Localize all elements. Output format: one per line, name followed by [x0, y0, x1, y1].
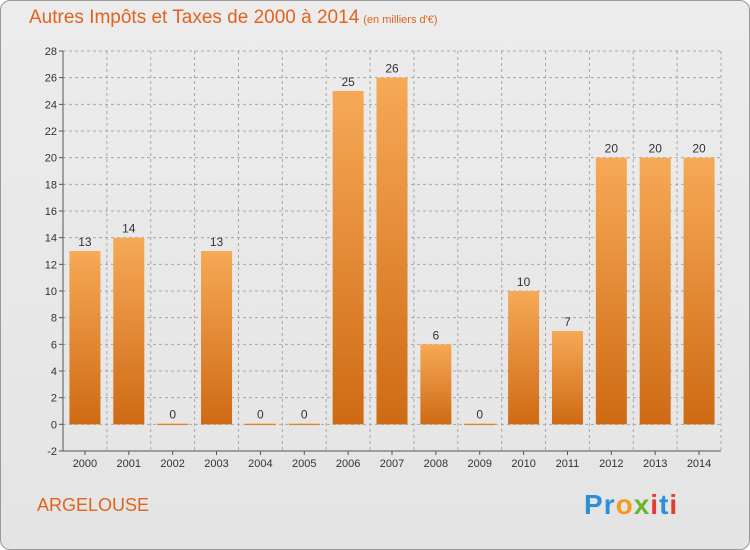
data-label-2014: 20	[692, 142, 706, 156]
commune-name: ARGELOUSE	[37, 495, 150, 515]
logo-letter: P	[584, 489, 604, 520]
x-tick-label: 2014	[687, 458, 711, 470]
x-tick-label: 2000	[73, 458, 97, 470]
y-tick-label: 12	[45, 259, 57, 271]
x-tick-label: 2004	[248, 458, 272, 470]
data-label-2008: 6	[433, 328, 440, 342]
y-tick-label: 20	[45, 153, 57, 165]
y-tick-label: 6	[51, 339, 57, 351]
data-label-2002: 0	[169, 408, 176, 422]
x-tick-label: 2007	[380, 458, 404, 470]
bar-2000	[69, 251, 101, 425]
bar-2013	[639, 157, 671, 425]
bar-2008	[420, 344, 452, 425]
x-tick-label: 2003	[204, 458, 228, 470]
y-tick-label: 10	[45, 286, 57, 298]
y-tick-label: 0	[51, 419, 57, 431]
bar-2011	[551, 331, 583, 425]
logo-letter: o	[615, 489, 634, 520]
bar-2009	[464, 423, 496, 426]
data-label-2006: 25	[341, 75, 355, 89]
data-label-2009: 0	[476, 408, 483, 422]
bar-2003	[201, 251, 233, 425]
x-tick-label: 2002	[160, 458, 184, 470]
bar-2001	[113, 237, 145, 425]
data-label-2012: 20	[605, 142, 619, 156]
x-tick-label: 2005	[292, 458, 316, 470]
axes	[59, 50, 721, 455]
logo-letter: r	[603, 489, 616, 520]
labels: -202468101214161820222426281320001420010…	[45, 46, 712, 470]
x-tick-label: 2008	[424, 458, 448, 470]
logo-letter: i	[650, 489, 660, 520]
y-tick-label: 4	[51, 366, 57, 378]
bar-2002	[157, 423, 189, 426]
bar-2006	[332, 91, 364, 425]
chart-title: Autres Impôts et Taxes de 2000 à 2014 (en…	[29, 7, 438, 29]
bar-2014	[683, 157, 715, 425]
data-label-2007: 26	[385, 62, 399, 76]
data-label-2003: 13	[210, 235, 224, 249]
bar-2010	[508, 291, 540, 425]
x-tick-label: 2011	[556, 458, 580, 470]
logo-letter: t	[659, 489, 670, 520]
y-tick-label: 14	[45, 233, 57, 245]
y-tick-label: 22	[45, 126, 57, 138]
data-label-2011: 7	[564, 315, 571, 329]
y-tick-label: 8	[51, 313, 57, 325]
y-tick-label: 24	[45, 99, 57, 111]
data-label-2013: 20	[649, 142, 663, 156]
bars	[69, 77, 715, 426]
y-tick-label: 26	[45, 73, 57, 85]
bar-2012	[595, 157, 627, 425]
x-tick-label: 2001	[117, 458, 141, 470]
chart-subtitle: (en milliers d'€)	[363, 14, 438, 26]
logo-letter: i	[669, 489, 679, 520]
y-tick-label: 2	[51, 393, 57, 405]
y-tick-label: 28	[45, 46, 57, 58]
data-label-2010: 10	[517, 275, 531, 289]
x-tick-label: 2012	[599, 458, 623, 470]
bar-2004	[244, 423, 276, 426]
x-tick-label: 2009	[467, 458, 491, 470]
x-tick-label: 2006	[336, 458, 360, 470]
data-label-2001: 14	[122, 222, 136, 236]
chart-title-text: Autres Impôts et Taxes de 2000 à 2014	[29, 7, 360, 28]
x-tick-label: 2013	[643, 458, 667, 470]
y-tick-label: 18	[45, 179, 57, 191]
x-tick-label: 2010	[511, 458, 535, 470]
data-label-2004: 0	[257, 408, 264, 422]
y-tick-label: -2	[47, 446, 57, 458]
y-tick-label: 16	[45, 206, 57, 218]
logo-letter: x	[633, 489, 651, 520]
proxiti-logo: Proxiti	[584, 489, 678, 521]
bar-2007	[376, 77, 408, 425]
data-label-2005: 0	[301, 408, 308, 422]
data-label-2000: 13	[78, 235, 92, 249]
bar-2005	[288, 423, 320, 426]
